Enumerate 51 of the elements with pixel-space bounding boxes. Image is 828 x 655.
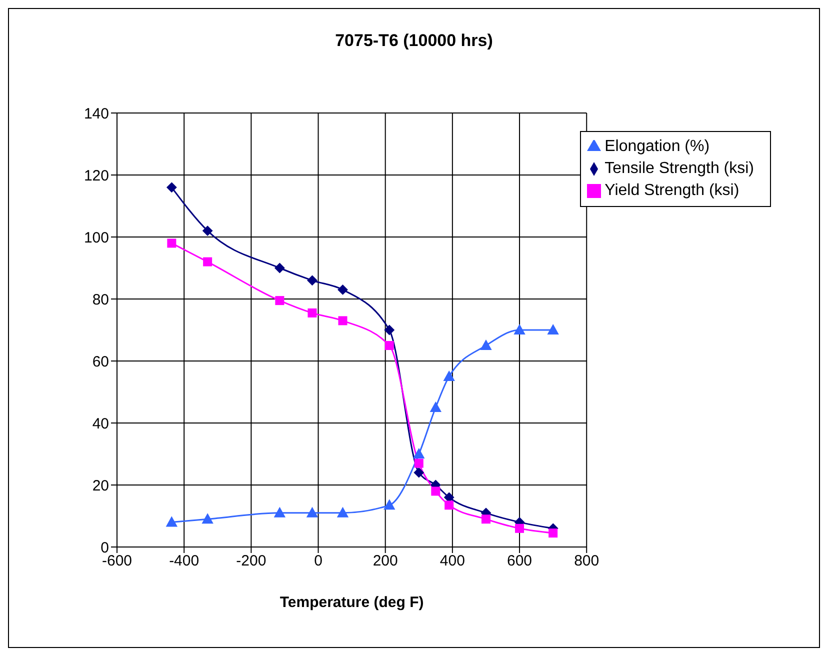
point	[308, 308, 317, 318]
point	[481, 514, 490, 524]
point	[414, 458, 424, 468]
x-tick-label: 800	[574, 552, 600, 570]
x-tick-label: 600	[507, 552, 532, 570]
point	[384, 341, 394, 350]
y-tick-label: 120	[84, 167, 109, 184]
point	[338, 284, 348, 295]
point	[274, 263, 285, 273]
y-tick-label: 20	[92, 477, 109, 494]
point	[444, 492, 454, 502]
point	[203, 257, 212, 266]
point	[548, 324, 559, 334]
legend-label: Elongation (%)	[604, 138, 710, 155]
point	[338, 316, 348, 326]
point	[275, 296, 284, 306]
point	[337, 507, 348, 518]
legend-label: Yield Strength (ksi)	[604, 182, 740, 199]
y-tick-label: 60	[92, 353, 109, 370]
y-tick-label: 40	[92, 415, 109, 432]
chart-title: 7075-T6 (10000 hrs)	[334, 31, 494, 51]
point	[274, 507, 286, 518]
point	[413, 448, 424, 458]
x-tick-label: 200	[372, 552, 398, 570]
x-tick-label: 400	[440, 552, 465, 570]
x-tick-label: -200	[236, 552, 266, 570]
point	[444, 500, 454, 510]
point	[307, 275, 318, 286]
point	[167, 238, 176, 248]
point	[414, 468, 424, 478]
y-tick-label: 140	[84, 105, 109, 122]
x-tick-label: -400	[169, 552, 200, 570]
x-tick-label: 0	[314, 552, 322, 570]
x-axis-title: Temperature (deg F)	[280, 594, 424, 611]
legend-label: Tensile Strength (ksi)	[604, 160, 754, 177]
point	[431, 486, 440, 496]
point	[430, 402, 442, 412]
point	[202, 226, 213, 236]
point	[514, 324, 526, 334]
y-tick-label: 100	[84, 229, 109, 246]
point	[306, 507, 318, 518]
point	[384, 325, 394, 335]
point	[202, 514, 214, 524]
point	[548, 528, 558, 538]
point	[515, 524, 524, 533]
point	[384, 500, 395, 510]
point	[480, 340, 492, 350]
point	[166, 516, 178, 527]
point	[166, 182, 177, 192]
point	[444, 371, 455, 381]
y-tick-label: 80	[92, 291, 109, 308]
